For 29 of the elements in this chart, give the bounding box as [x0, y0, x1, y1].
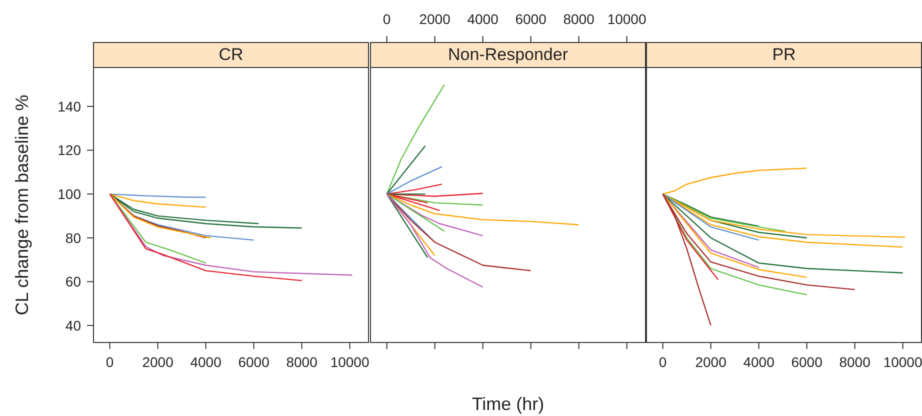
- x-tick-label: 8000: [563, 11, 595, 27]
- x-axis-title: Time (hr): [470, 394, 546, 415]
- x-tick-label: 0: [658, 354, 667, 370]
- x-tick-label: 2000: [695, 354, 727, 370]
- chart-title: CR: [93, 42, 369, 68]
- x-tick-label: 10000: [607, 11, 646, 27]
- y-tick-label: 40: [65, 317, 82, 334]
- x-tick-label: 8000: [839, 354, 871, 370]
- chart-title: PR: [646, 42, 922, 68]
- y-tick-label: 140: [58, 98, 82, 114]
- x-tick-label: 4000: [190, 354, 222, 370]
- x-tick-label: 6000: [515, 11, 547, 27]
- y-tick-label: 120: [58, 142, 82, 158]
- y-tick-label: 80: [65, 230, 82, 246]
- x-tick-label: 2000: [142, 354, 174, 370]
- x-tick-label: 0: [382, 11, 391, 27]
- chart-title: Non-Responder: [370, 42, 646, 68]
- y-tick-label: 100: [58, 186, 82, 202]
- x-tick-label: 4000: [743, 354, 775, 370]
- x-tick-label: 2000: [419, 11, 451, 27]
- x-tick-label: 4000: [467, 11, 499, 27]
- x-tick-label: 10000: [330, 354, 370, 370]
- x-tick-label: 0: [106, 354, 114, 370]
- x-tick-label: 6000: [238, 354, 270, 370]
- x-tick-label: 6000: [791, 354, 823, 370]
- x-tick-label: 10000: [883, 354, 922, 370]
- y-tick-label: 60: [65, 274, 82, 290]
- y-axis-title: CL change from baseline %: [11, 94, 33, 318]
- x-tick-label: 8000: [286, 354, 318, 370]
